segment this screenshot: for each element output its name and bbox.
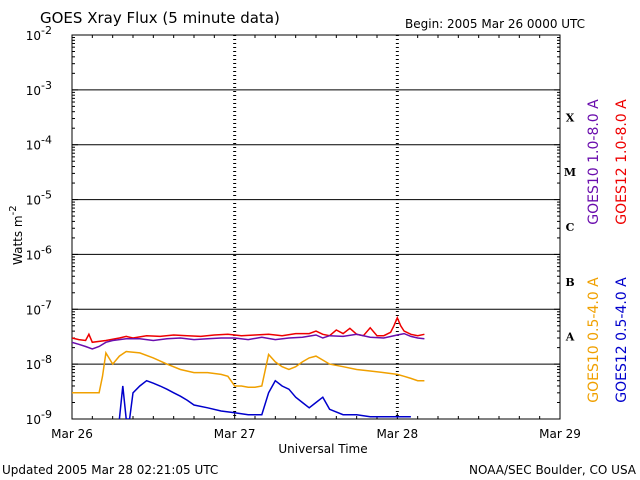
chart-title: GOES Xray Flux (5 minute data) [40,9,280,27]
x-tick-label: Mar 28 [376,427,418,441]
legend-goes10-1-0-8-0-a: GOES10 1.0-8.0 A [586,99,602,225]
legend: GOES10 1.0-8.0 A GOES12 1.0-8.0 A GOES10 0… [586,99,630,403]
x-tick-label: Mar 27 [214,427,256,441]
series-goes12-0-5-4-0-a [118,379,411,419]
legend-goes10-0-5-4-0-a: GOES10 0.5-4.0 A [586,277,602,403]
y-axis-label-text: Watts m [11,215,25,265]
series-goes12-1-0-8-0-a [72,315,425,344]
y-tick-label: 10-3 [26,79,52,98]
credit-label: NOAA/SEC Boulder, CO USA [469,463,637,477]
legend-group: GOES10 1.0-8.0 A [586,99,602,225]
svg-text:Watts m-2: Watts m-2 [8,205,25,265]
flare-class-a: A [565,331,575,344]
legend-group: GOES12 0.5-4.0 A [614,277,630,403]
legend-goes12-0-5-4-0-a: GOES12 0.5-4.0 A [614,277,630,403]
plot-frame [71,34,561,420]
series-goes10-1-0-8-0-a [72,332,425,350]
y-tick-label: 10-7 [26,298,52,317]
flare-class-labels: A B C M X [564,111,576,343]
y-tick-label: 10-9 [26,408,52,427]
legend-goes12-1-0-8-0-a: GOES12 1.0-8.0 A [614,99,630,225]
y-tick-label: 10-2 [26,24,52,43]
flare-class-x: X [566,111,575,124]
plot-area [71,34,561,420]
x-axis: Mar 26 Mar 27 Mar 28 Mar 29 [51,35,581,441]
y-axis: 10-9 10-8 10-7 10-6 10-5 10-4 10-3 10-2 [26,24,560,427]
flare-class-m: M [564,166,576,179]
series-layer [72,315,425,419]
y-tick-label: 10-4 [26,134,52,153]
begin-label: Begin: 2005 Mar 26 0000 UTC [405,17,585,31]
legend-group: GOES10 0.5-4.0 A [586,277,602,403]
series-goes10-0-5-4-0-a [72,350,425,394]
y-tick-label: 10-8 [26,353,52,372]
y-tick-label: 10-5 [26,189,52,208]
y-axis-label-sup: -2 [8,205,19,215]
x-tick-label: Mar 29 [539,427,581,441]
y-tick-label: 10-6 [26,243,52,262]
x-axis-label: Universal Time [278,442,367,456]
legend-group: GOES12 1.0-8.0 A [614,99,630,225]
flare-class-b: B [565,276,574,289]
updated-label: Updated 2005 Mar 28 02:21:05 UTC [2,463,218,477]
x-tick-label: Mar 26 [51,427,93,441]
y-axis-label: Watts m-2 [8,205,25,265]
flare-class-c: C [566,221,575,234]
